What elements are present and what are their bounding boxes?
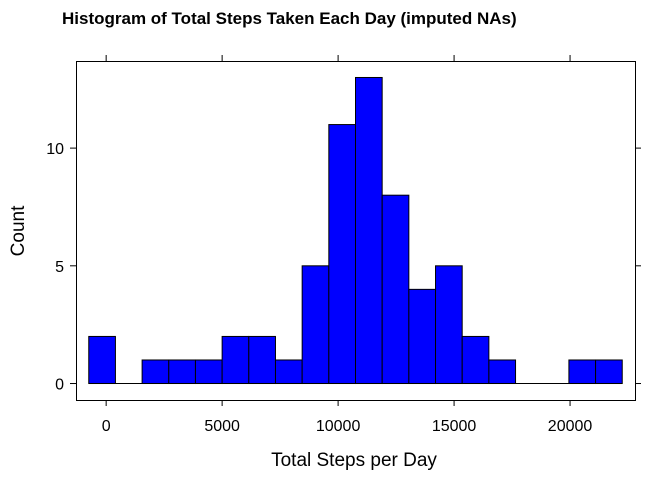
x-tick-label: 5000 [204,418,240,435]
histogram-bar [488,359,517,385]
y-tick-label: 10 [46,141,64,158]
histogram-bar [381,194,410,385]
y-tick-label: 5 [55,259,64,276]
histogram-bar [248,335,276,385]
histogram-bar [595,359,623,385]
histogram-bar [141,359,170,385]
histogram-bar [88,335,116,385]
histogram-bar [568,359,597,385]
y-tick-label: 0 [55,377,64,394]
plot-frame [76,61,636,401]
chart-title: Histogram of Total Steps Taken Each Day … [62,9,517,28]
y-axis-label: Count [8,205,29,256]
bars-layer [88,76,623,385]
histogram-bar [408,288,437,385]
x-tick-label: 15000 [432,418,477,435]
histogram-bar [328,124,356,385]
x-tick-label: 20000 [548,418,593,435]
histogram-bar [168,359,196,385]
histogram-bar [301,265,330,385]
histogram-bar [461,335,490,385]
histogram-bar [435,265,463,385]
histogram-bar [274,359,303,385]
histogram-bar [194,359,223,385]
x-tick-label: 10000 [316,418,361,435]
histogram-bar [221,335,250,385]
x-axis-label: Total Steps per Day [271,450,437,471]
axes-layer: 0 5000 10000 15000 20000 0 5 10 [46,55,641,435]
x-tick-label: 0 [102,418,111,435]
histogram-bar [355,76,383,385]
